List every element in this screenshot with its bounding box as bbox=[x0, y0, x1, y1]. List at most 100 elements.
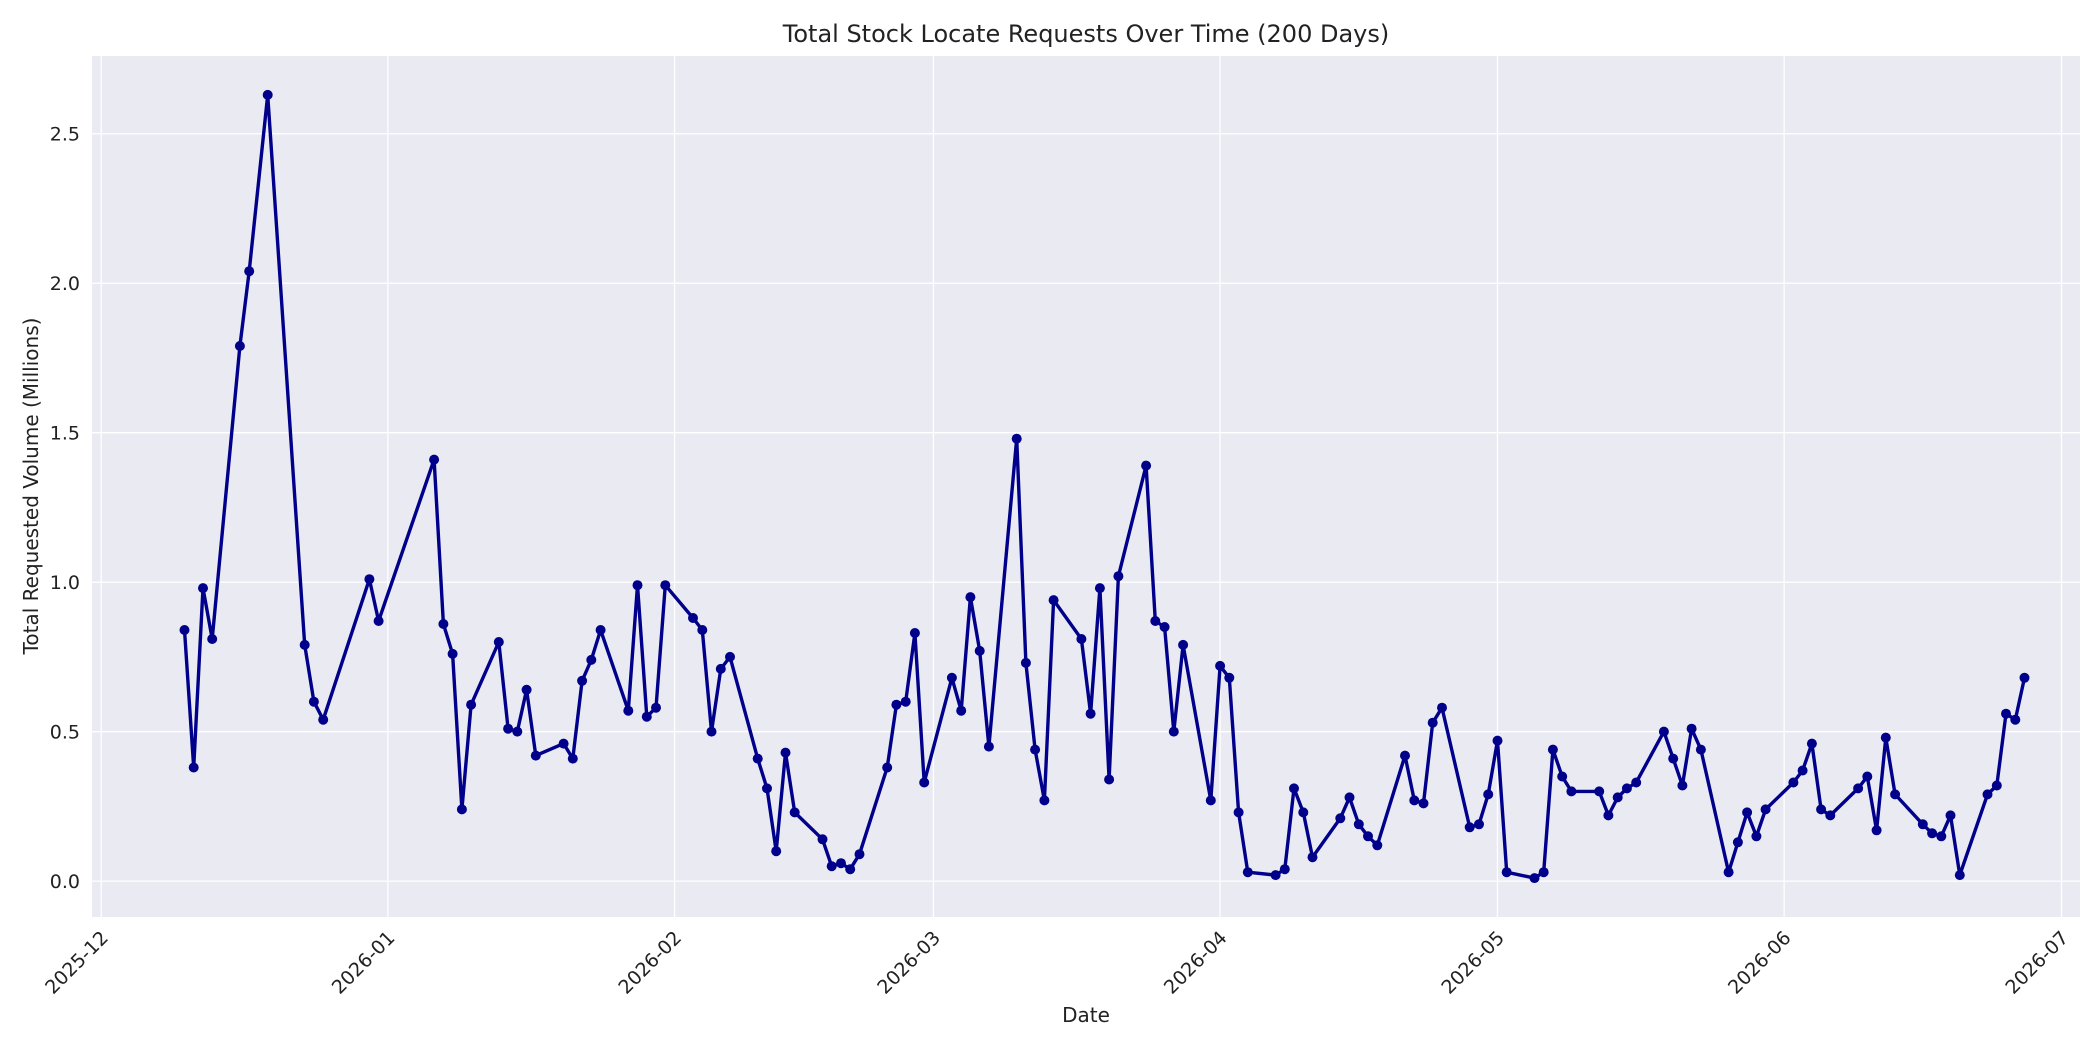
data-point bbox=[1242, 867, 1253, 878]
data-point bbox=[1104, 774, 1115, 785]
data-point bbox=[1400, 750, 1410, 761]
data-point bbox=[1409, 795, 1420, 806]
data-point bbox=[577, 675, 588, 686]
data-point bbox=[2010, 714, 2021, 725]
data-point bbox=[308, 696, 319, 707]
data-point bbox=[1751, 831, 1762, 842]
data-point bbox=[299, 639, 310, 650]
data-point bbox=[1501, 867, 1512, 878]
data-point bbox=[1178, 639, 1189, 650]
data-point bbox=[1871, 825, 1882, 836]
data-point bbox=[207, 634, 218, 644]
data-point bbox=[1547, 744, 1558, 755]
y-tick-label: 2.0 bbox=[50, 273, 80, 295]
data-point bbox=[466, 699, 477, 710]
data-point bbox=[854, 849, 865, 860]
data-point bbox=[909, 628, 920, 638]
data-point bbox=[632, 580, 643, 591]
data-point bbox=[447, 648, 458, 659]
data-point bbox=[586, 654, 597, 665]
data-point bbox=[1862, 771, 1873, 782]
data-point bbox=[1289, 783, 1299, 794]
data-point bbox=[595, 625, 606, 635]
data-point bbox=[1991, 780, 2002, 791]
data-point bbox=[789, 807, 800, 818]
data-point bbox=[1039, 795, 1050, 806]
data-point bbox=[1307, 852, 1318, 863]
data-point bbox=[521, 684, 532, 695]
data-point bbox=[438, 619, 449, 629]
data-point bbox=[1566, 786, 1577, 797]
data-point bbox=[706, 726, 717, 737]
data-point bbox=[1094, 583, 1105, 594]
data-point bbox=[1631, 777, 1642, 788]
data-point bbox=[1085, 708, 1096, 719]
data-point bbox=[845, 864, 856, 875]
data-point bbox=[715, 663, 726, 674]
data-point bbox=[688, 613, 698, 623]
chart-title: Total Stock Locate Requests Over Time (2… bbox=[782, 20, 1389, 48]
data-point bbox=[1076, 634, 1087, 644]
data-point bbox=[567, 753, 578, 764]
data-point bbox=[1668, 753, 1679, 764]
data-point bbox=[1797, 765, 1808, 776]
data-point bbox=[1224, 672, 1235, 683]
data-point bbox=[1677, 780, 1688, 791]
y-axis-ticks: 0.0 0.5 1.0 1.5 2.0 2.5 bbox=[50, 124, 80, 893]
data-point bbox=[1483, 789, 1494, 800]
data-point bbox=[2001, 708, 2011, 719]
data-point bbox=[1270, 870, 1281, 881]
data-point bbox=[1030, 744, 1041, 755]
data-point bbox=[318, 714, 329, 725]
data-point bbox=[1529, 873, 1540, 884]
data-point bbox=[660, 580, 671, 591]
data-point bbox=[1298, 807, 1309, 818]
data-point bbox=[771, 846, 782, 857]
data-point bbox=[1742, 807, 1753, 818]
data-point bbox=[752, 753, 763, 764]
data-point bbox=[1927, 828, 1938, 839]
data-point bbox=[1020, 657, 1031, 668]
data-point bbox=[1279, 864, 1290, 875]
data-point bbox=[1141, 460, 1152, 471]
data-point bbox=[1113, 571, 1124, 582]
y-tick-label: 1.5 bbox=[50, 423, 80, 445]
data-point bbox=[1594, 786, 1605, 797]
data-point bbox=[1011, 433, 1022, 444]
data-point bbox=[1557, 771, 1568, 782]
x-axis-label: Date bbox=[1062, 1003, 1110, 1027]
data-point bbox=[1150, 616, 1161, 626]
data-point bbox=[1215, 660, 1226, 671]
data-point bbox=[512, 726, 523, 737]
data-point bbox=[1880, 732, 1891, 743]
data-point bbox=[974, 645, 985, 656]
data-point bbox=[503, 723, 514, 734]
data-point bbox=[179, 625, 190, 635]
data-point bbox=[826, 861, 837, 872]
data-point bbox=[882, 762, 893, 773]
data-point bbox=[493, 637, 504, 647]
data-point bbox=[900, 696, 911, 707]
y-tick-label: 2.5 bbox=[50, 124, 80, 146]
data-point bbox=[373, 616, 384, 626]
data-point bbox=[1816, 804, 1827, 815]
data-point bbox=[946, 672, 957, 683]
data-point bbox=[1538, 867, 1549, 878]
data-point bbox=[1344, 792, 1355, 803]
grid bbox=[92, 56, 2080, 917]
data-point bbox=[1372, 840, 1383, 851]
data-point bbox=[965, 592, 976, 603]
data-point bbox=[725, 651, 735, 662]
data-point bbox=[530, 750, 541, 761]
data-point bbox=[558, 738, 569, 749]
data-point bbox=[623, 705, 634, 716]
data-point bbox=[1418, 798, 1429, 809]
data-point bbox=[1788, 777, 1799, 788]
data-point bbox=[1048, 595, 1059, 606]
data-point bbox=[1723, 867, 1734, 878]
data-point bbox=[1335, 813, 1346, 824]
series-layer bbox=[179, 89, 2030, 884]
data-point bbox=[198, 583, 208, 594]
plot-area bbox=[92, 56, 2080, 917]
